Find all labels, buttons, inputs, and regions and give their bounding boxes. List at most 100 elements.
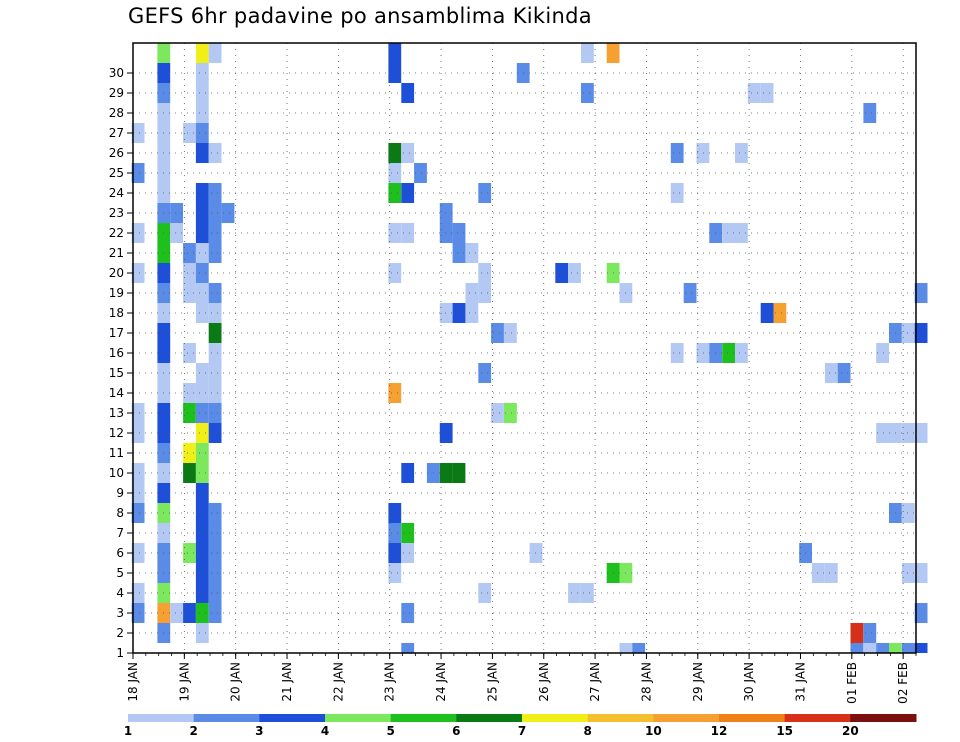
heatmap-cell (208, 563, 222, 583)
y-axis: 1234567891011121314151617181920212223242… (109, 66, 133, 660)
heatmap-cell (901, 643, 915, 653)
heatmap-cell (195, 583, 209, 603)
colorbar-swatch (719, 714, 786, 722)
colorbar-swatch (390, 714, 457, 722)
x-tick-label: 01 FEB (845, 662, 859, 704)
heatmap-cell (388, 183, 402, 203)
x-tick-label: 21 JAN (280, 662, 294, 702)
heatmap-cell (388, 383, 402, 403)
y-tick-label: 9 (116, 486, 124, 500)
heatmap-cell (131, 423, 145, 443)
heatmap-cell (195, 363, 209, 383)
x-tick-label: 18 JAN (126, 662, 140, 702)
heatmap-cell (901, 423, 915, 443)
heatmap-cell (914, 643, 928, 653)
y-tick-label: 4 (116, 586, 124, 600)
x-tick-label: 02 FEB (896, 662, 910, 704)
heatmap-cell (439, 223, 453, 243)
colorbar-label: 7 (518, 724, 526, 738)
y-tick-label: 26 (109, 146, 124, 160)
heatmap-cell (195, 483, 209, 503)
heatmap-cell (195, 563, 209, 583)
heatmap-cell (195, 263, 209, 283)
heatmap-cell (170, 203, 183, 223)
heatmap-cell (195, 203, 209, 223)
heatmap-cell (478, 363, 492, 383)
heatmap-cell (555, 263, 569, 283)
heatmap-cell (401, 543, 415, 563)
heatmap-cell (388, 523, 402, 543)
heatmap-cell (208, 183, 222, 203)
colorbar-label: 8 (583, 724, 591, 738)
heatmap-cell (773, 303, 787, 323)
heatmap-cell (221, 203, 235, 223)
y-tick-label: 15 (109, 366, 124, 380)
x-tick-label: 23 JAN (383, 662, 397, 702)
x-tick-label: 31 JAN (793, 662, 807, 702)
x-tick-label: 29 JAN (691, 662, 705, 702)
heatmap-cell (760, 83, 774, 103)
heatmap-cell (208, 583, 222, 603)
heatmap-cell (414, 163, 427, 183)
y-tick-label: 18 (109, 306, 124, 320)
heatmap-cell (388, 503, 402, 523)
colorbar-swatch (325, 714, 392, 722)
heatmap-cell (452, 303, 466, 323)
heatmap-cell (183, 243, 196, 263)
heatmap-cell (208, 43, 222, 63)
y-tick-label: 22 (109, 226, 124, 240)
heatmap-cell (491, 403, 504, 423)
heatmap-cell (131, 503, 145, 523)
heatmap-cell (195, 423, 209, 443)
y-tick-label: 25 (109, 166, 124, 180)
heatmap-cell (696, 143, 710, 163)
heatmap-cell (568, 583, 581, 603)
heatmap-cell (401, 643, 415, 653)
y-tick-label: 1 (116, 646, 124, 660)
heatmap-cell (812, 563, 825, 583)
heatmap-cell (581, 83, 594, 103)
colorbar-swatch (456, 714, 523, 722)
x-tick-label: 20 JAN (229, 662, 243, 702)
heatmap-cell (157, 43, 171, 63)
heatmap-cell (863, 623, 877, 643)
heatmap-cell (760, 303, 774, 323)
plot-frame (132, 42, 917, 654)
heatmap-cell (439, 463, 453, 483)
heatmap-cell (401, 83, 415, 103)
heatmap-cell (824, 363, 838, 383)
heatmap-cell (183, 343, 196, 363)
heatmap-cell (439, 423, 453, 443)
heatmap-cell (722, 343, 735, 363)
heatmap-cell (670, 183, 684, 203)
heatmap-cell (876, 343, 889, 363)
colorbar-label: 20 (842, 724, 859, 738)
heatmap-cell (195, 283, 209, 303)
heatmap-cell (131, 163, 145, 183)
colorbar-label: 5 (386, 724, 394, 738)
heatmap-cell (195, 223, 209, 243)
heatmap-cell (131, 603, 145, 623)
heatmap-cell (195, 543, 209, 563)
x-tick-label: 22 JAN (331, 662, 345, 702)
heatmap-cell (195, 143, 209, 163)
heatmap-cell (452, 243, 466, 263)
heatmap-cell (208, 223, 222, 243)
heatmap-cell (195, 243, 209, 263)
colorbar-label: 12 (711, 724, 728, 738)
heatmap-cell (914, 423, 928, 443)
heatmap-cell (208, 603, 222, 623)
heatmap-cell (901, 503, 915, 523)
heatmap-cell (581, 583, 594, 603)
heatmap-cell (901, 563, 915, 583)
heatmap-cell (195, 623, 209, 643)
heatmap-cell (478, 263, 492, 283)
heatmap-cell (504, 403, 517, 423)
heatmap-cell (735, 223, 748, 243)
heatmap-cell (452, 223, 466, 243)
x-tick-label: 30 JAN (742, 662, 756, 702)
heatmap-cell (183, 543, 196, 563)
heatmap-cell (131, 543, 145, 563)
heatmap-cell (195, 503, 209, 523)
